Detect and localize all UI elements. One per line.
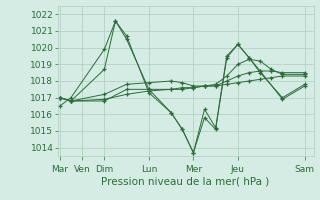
X-axis label: Pression niveau de la mer( hPa ): Pression niveau de la mer( hPa ) — [101, 177, 270, 187]
